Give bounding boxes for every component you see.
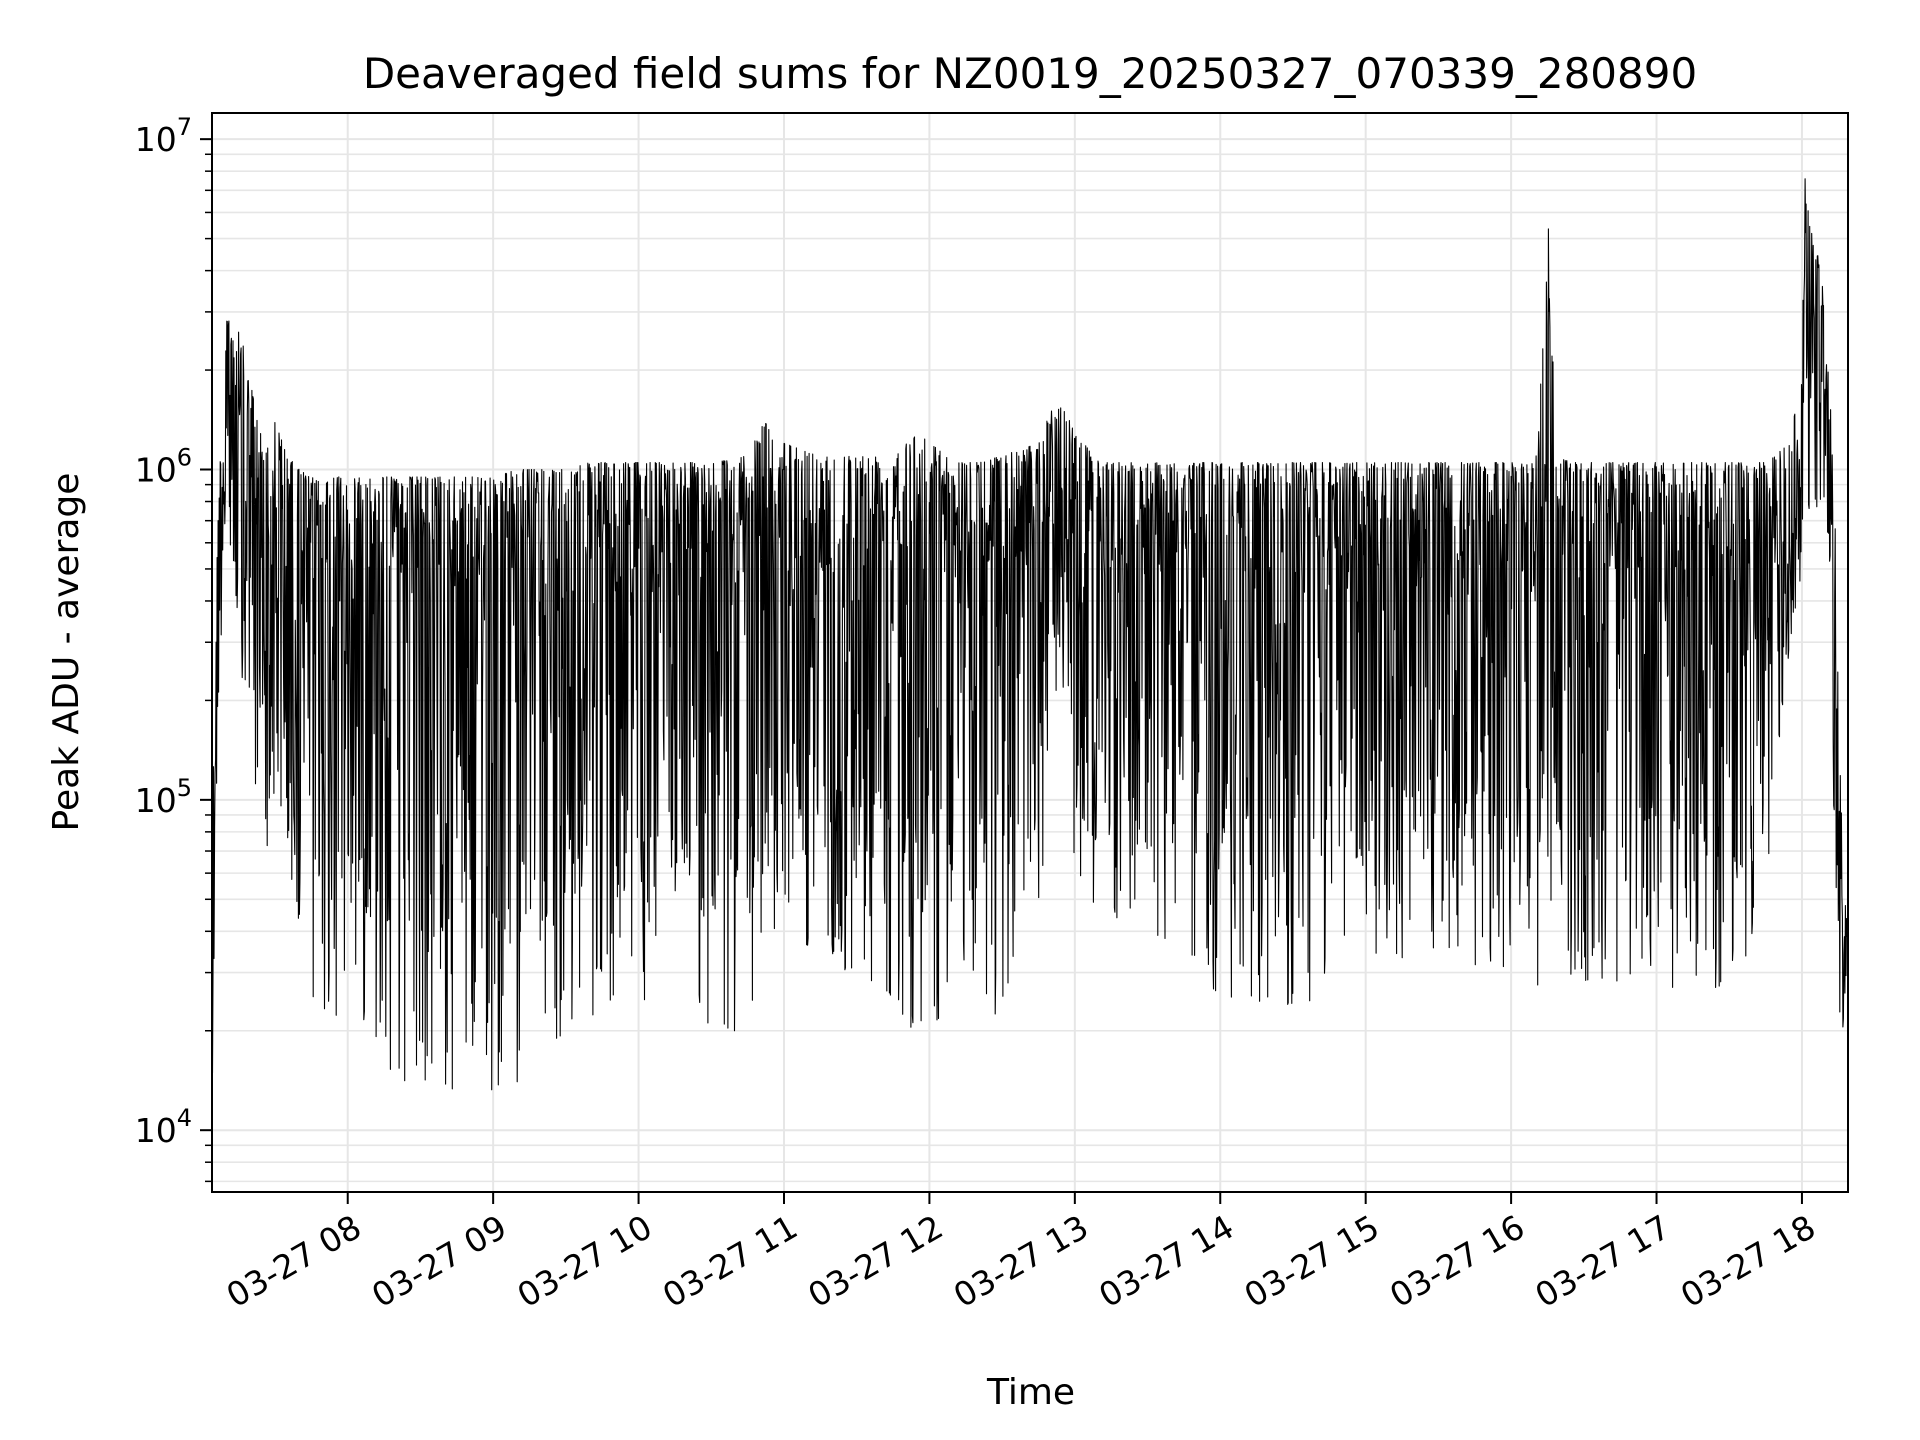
y-tick-label: 106: [135, 444, 192, 490]
x-axis-label: Time: [986, 1372, 1075, 1413]
y-axis: 104 105 106 107: [135, 113, 212, 1183]
plot-area: [211, 112, 1849, 1193]
y-axis-label: Peak ADU - average: [46, 473, 87, 832]
series-line-0: [212, 178, 1848, 1091]
chart-title: Deaveraged field sums for NZ0019_2025032…: [363, 49, 1697, 98]
plot-frame: [211, 112, 1849, 1193]
y-tick-label: 107: [135, 113, 192, 159]
series-layer: [212, 178, 1848, 1091]
y-tick-label: 104: [135, 1104, 192, 1150]
y-tick-label: 105: [135, 774, 192, 820]
